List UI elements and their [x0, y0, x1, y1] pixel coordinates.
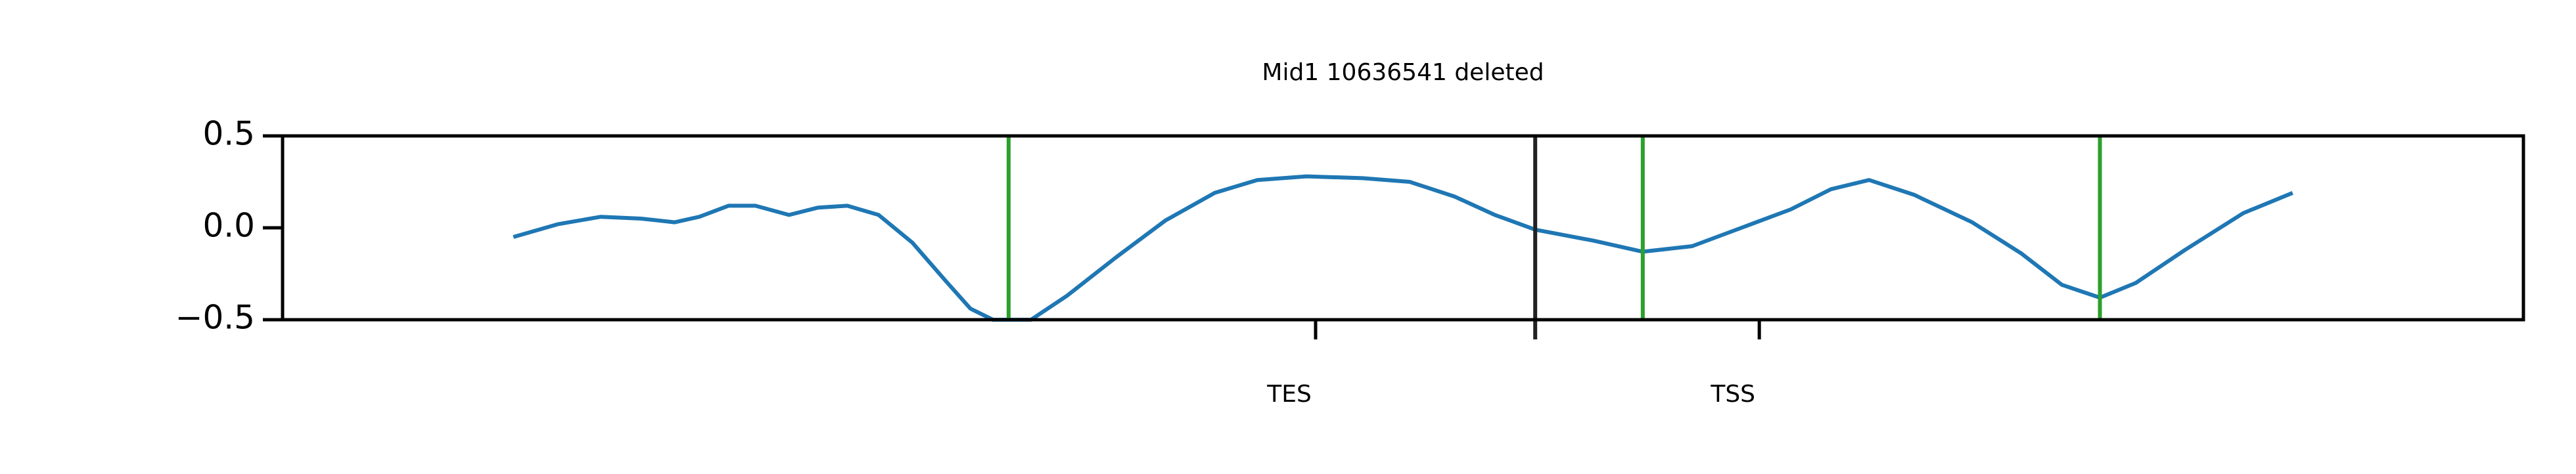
y-tick-label: 0.0 [202, 207, 255, 245]
y-tick-label: −0.5 [175, 299, 255, 337]
chart-title: Mid1 10636541 deleted [1262, 59, 1544, 86]
data-line [513, 174, 2293, 322]
y-tick-label: 0.5 [202, 115, 255, 153]
x-tick-label: TSS [1710, 381, 1755, 408]
x-tick-label: TES [1266, 381, 1312, 408]
plot-frame [281, 134, 2525, 322]
